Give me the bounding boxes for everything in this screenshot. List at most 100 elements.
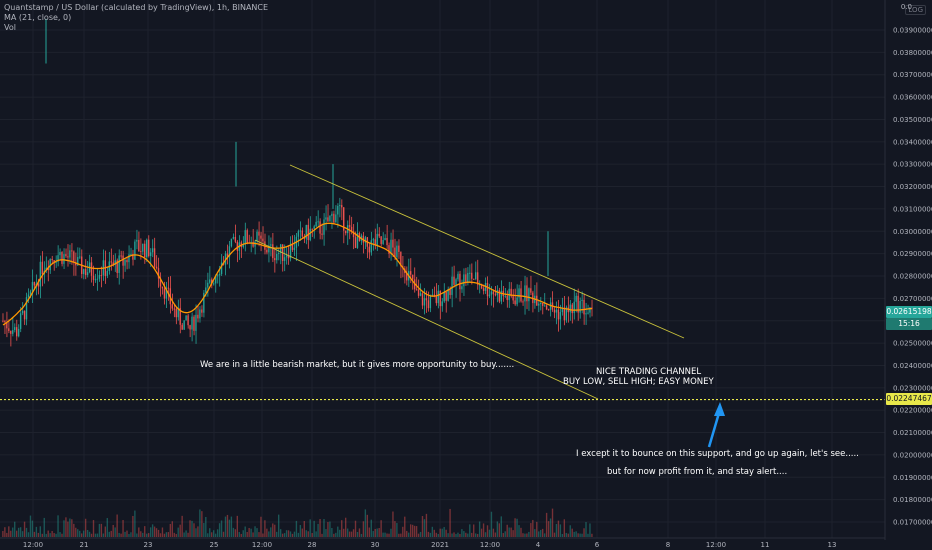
candle-body — [453, 276, 455, 285]
candle-body — [276, 253, 278, 261]
candle-body — [29, 291, 32, 295]
symbol-title[interactable]: Quantstamp / US Dollar (calculated by Tr… — [4, 3, 269, 12]
candle-body — [478, 284, 481, 286]
ma-indicator-label[interactable]: MA (21, close, 0) — [4, 13, 72, 22]
volume-bar — [106, 518, 108, 537]
volume-bar — [240, 533, 242, 537]
candle-body — [439, 290, 441, 307]
candle-body — [524, 285, 526, 302]
candle-body — [212, 283, 215, 285]
volume-bar — [437, 533, 439, 537]
volume-bar — [376, 528, 378, 537]
volume-bar — [530, 523, 532, 537]
volume-bar — [378, 528, 380, 537]
candle-body — [73, 251, 75, 263]
candle-body — [96, 278, 99, 280]
candle-body — [228, 246, 231, 257]
candle-body — [94, 279, 97, 281]
candle-body — [443, 292, 445, 302]
volume-bar — [104, 526, 107, 537]
trend-channel — [254, 164, 685, 400]
candle-body — [319, 221, 321, 234]
candle-body — [268, 245, 270, 253]
candle-body — [528, 288, 530, 302]
volume-bar — [480, 528, 483, 537]
volume-bar — [309, 519, 311, 537]
volume-bar — [443, 527, 445, 537]
candle-body — [33, 281, 36, 286]
volume-bar — [53, 533, 55, 537]
candle-body — [15, 327, 18, 337]
volume-bar — [536, 521, 538, 537]
volume-bar — [268, 531, 270, 537]
price-tick-label: 0.02500000 — [893, 340, 932, 348]
candle-body — [220, 262, 223, 275]
volume-bar — [417, 533, 420, 537]
volume-bar — [504, 531, 506, 537]
volume-bar — [319, 519, 321, 537]
volume-bar — [384, 532, 386, 537]
candle-body — [134, 241, 136, 260]
volume-bar — [100, 523, 103, 537]
volume-bar — [224, 516, 227, 537]
volume-bar — [128, 533, 130, 537]
candle-body — [157, 268, 160, 279]
candle-body — [463, 274, 465, 287]
volume-bar — [313, 520, 315, 537]
volume-bar — [270, 527, 272, 537]
volume-bar — [228, 519, 231, 537]
candle-body — [344, 230, 347, 234]
volume-bar — [325, 529, 327, 537]
candle-body — [116, 260, 118, 273]
candle-body — [39, 261, 41, 287]
volume-bar — [242, 530, 244, 537]
candle-body — [445, 292, 447, 301]
candle-body — [47, 267, 49, 271]
log-scale-toggle[interactable]: LOG — [905, 5, 926, 15]
volume-bar — [337, 526, 339, 537]
candle-body — [384, 237, 386, 241]
volume-bar — [71, 519, 73, 537]
volume-bar — [205, 516, 207, 537]
volume-bar — [19, 527, 22, 537]
volume-bar — [278, 514, 280, 537]
volume-bar — [179, 524, 181, 537]
volume-bar — [465, 532, 467, 537]
volume-bar — [132, 515, 134, 537]
volume-bar — [144, 526, 146, 537]
volume-bar — [433, 529, 435, 537]
volume-bar — [374, 528, 376, 537]
volume-bar — [287, 530, 290, 537]
volume-bar — [246, 532, 248, 537]
volume-bar — [238, 532, 240, 537]
candle-body — [297, 231, 300, 237]
candle-body — [252, 242, 254, 247]
candle-body — [175, 308, 177, 318]
candle-body — [368, 246, 370, 253]
candle-body — [333, 213, 335, 223]
volume-bar — [311, 533, 313, 537]
volume-bar — [396, 523, 398, 537]
candle-body — [325, 217, 327, 220]
volume-bar — [571, 528, 573, 537]
candle-body — [159, 278, 162, 287]
volume-bar — [189, 520, 191, 537]
price-tick-label: 0.01800000 — [893, 496, 932, 504]
volume-bar — [561, 533, 564, 537]
candle-body — [126, 259, 128, 263]
candle-body — [471, 272, 473, 279]
volume-indicator-label[interactable]: Vol — [4, 23, 16, 32]
candle-body — [151, 248, 154, 253]
volume-bar — [386, 533, 388, 537]
volume-bar — [331, 528, 333, 537]
volume-bar — [457, 532, 459, 537]
candle-body — [492, 291, 495, 295]
candle-body — [382, 240, 384, 244]
volume-bar — [147, 533, 150, 537]
candle-body — [559, 312, 562, 320]
volume-bar — [475, 533, 477, 537]
volume-bar — [305, 530, 307, 537]
volume-bar — [492, 528, 495, 537]
volume-bar — [591, 533, 593, 537]
